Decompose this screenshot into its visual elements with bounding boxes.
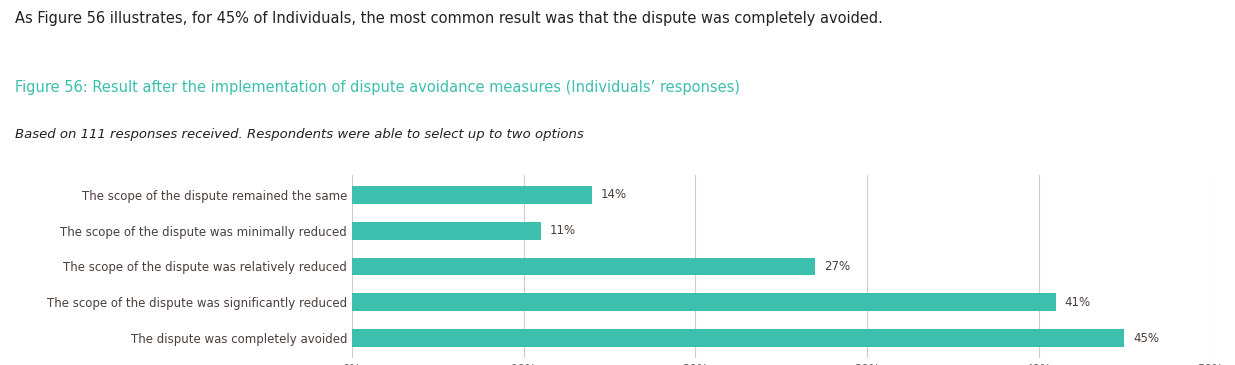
Text: 11%: 11% [550, 224, 576, 237]
Text: Figure 56: Result after the implementation of dispute avoidance measures (Indivi: Figure 56: Result after the implementati… [15, 80, 740, 95]
Bar [352, 329, 1125, 347]
Text: As Figure 56 illustrates, for 45% of Individuals, the most common result was tha: As Figure 56 illustrates, for 45% of Ind… [15, 11, 883, 26]
Text: Based on 111 responses received. Respondents were able to select up to two optio: Based on 111 responses received. Respond… [15, 128, 584, 141]
Text: 14%: 14% [601, 188, 627, 201]
Bar [352, 186, 593, 204]
Bar [352, 293, 1056, 311]
Text: 41%: 41% [1065, 296, 1091, 309]
Text: 45%: 45% [1132, 331, 1160, 345]
Bar [352, 257, 815, 276]
Bar [352, 222, 541, 239]
Text: 27%: 27% [824, 260, 850, 273]
